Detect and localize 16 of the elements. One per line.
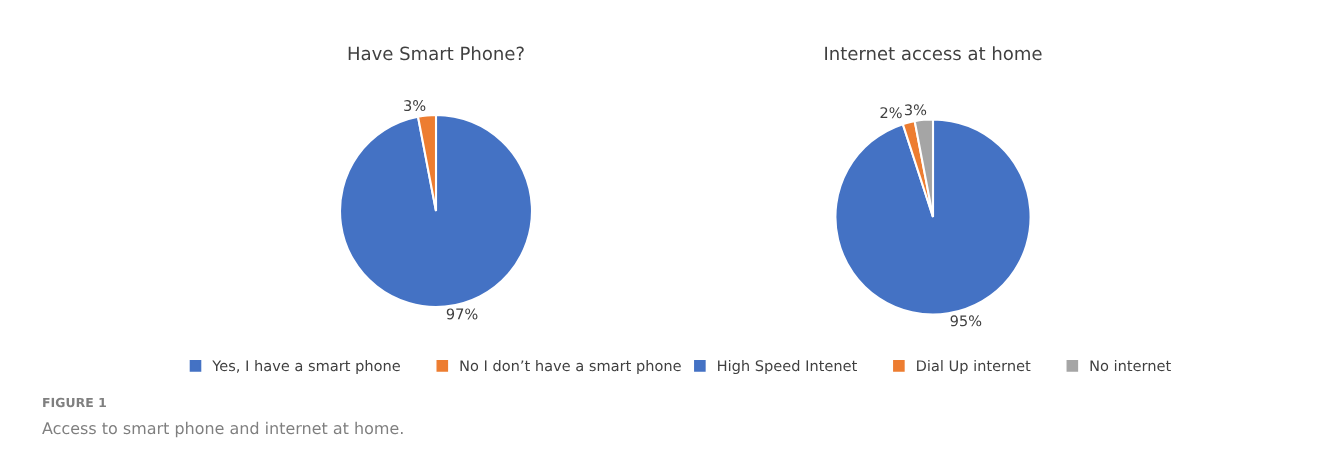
data-label: 3% <box>904 104 927 116</box>
data-label: 97% <box>446 308 478 320</box>
legend-label: High Speed Intenet <box>718 359 857 375</box>
pie-slice <box>338 113 534 309</box>
legend-label: No I don’t have a smart phone <box>460 359 681 375</box>
chart-title: Internet access at home <box>825 46 1042 61</box>
caption: FIGURE 1 <box>43 397 106 408</box>
data-label: 2% <box>880 107 902 119</box>
legend-label: Dial Up internet <box>917 359 1031 375</box>
text: Access to smart phone and internet at home. <box>42 421 403 438</box>
data-label: 3% <box>404 100 426 112</box>
data-label: 95% <box>950 315 982 327</box>
legend-label: Yes, I have a smart phone <box>212 359 400 375</box>
legend-label: No internet <box>1090 359 1171 372</box>
chart-title: Have Smart Phone? <box>348 46 524 61</box>
pie-slice <box>834 118 1032 316</box>
